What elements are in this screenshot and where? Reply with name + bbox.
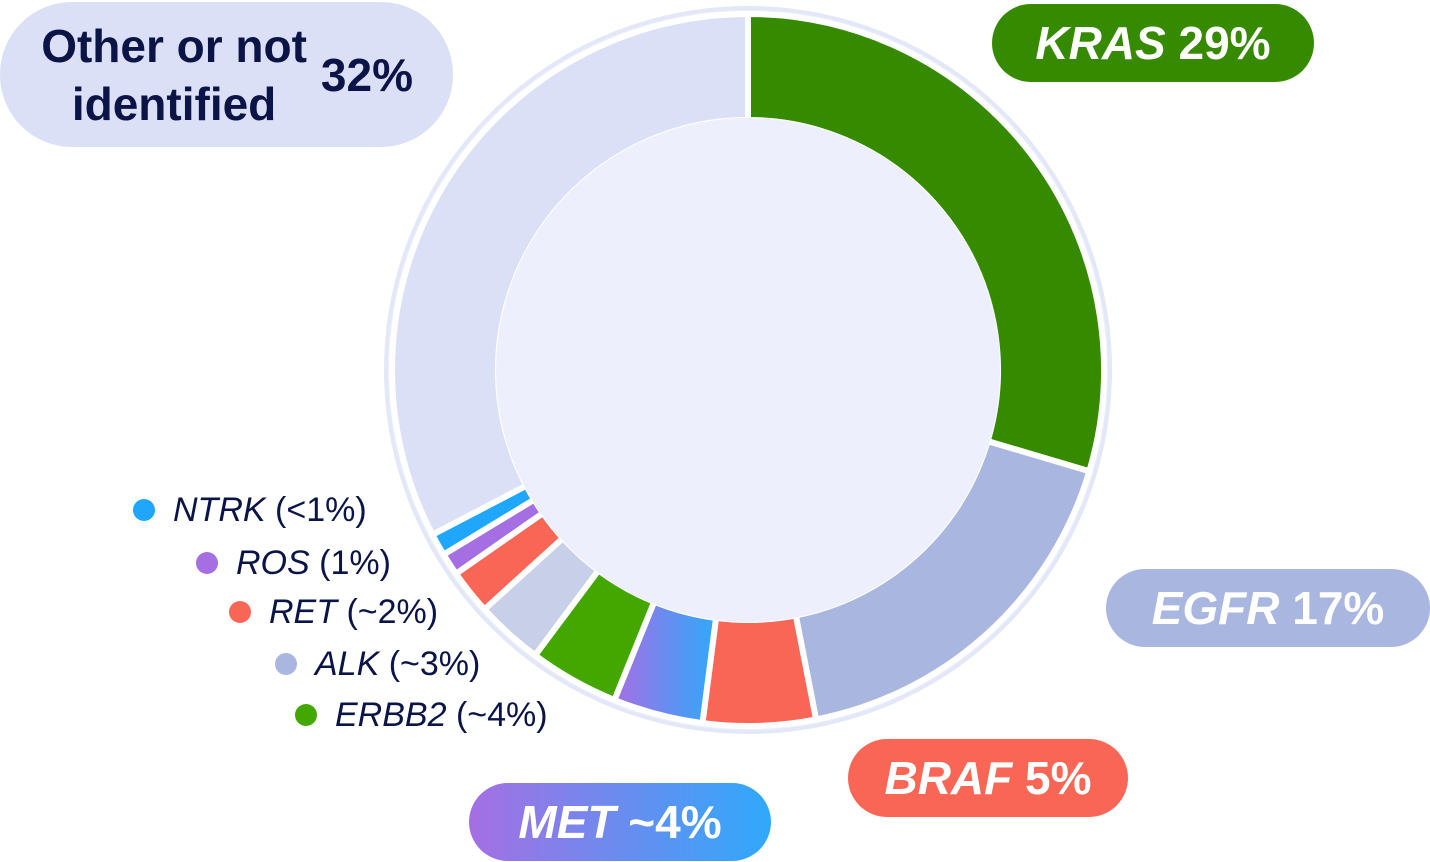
- callout-kras-value: 29%: [1178, 17, 1271, 69]
- callout-met-value: ~4%: [628, 796, 722, 848]
- legend-ret-value: (~2%): [346, 592, 439, 631]
- callout-other-value: 32%: [320, 48, 413, 101]
- callout-egfr: EGFR 17%: [1106, 569, 1430, 647]
- callout-met: MET ~4%: [469, 783, 771, 861]
- legend-dot-ros-icon: [196, 552, 218, 574]
- legend-dot-alk-icon: [275, 653, 297, 675]
- callout-kras: KRAS 29%: [992, 4, 1314, 82]
- callout-other-label: Other or not identified: [41, 19, 307, 130]
- legend-alk-label: ALK: [315, 644, 380, 683]
- legend-dot-ntrk-icon: [133, 499, 155, 521]
- callout-braf-value: 5%: [1025, 752, 1092, 804]
- callout-met-label: MET: [518, 796, 616, 848]
- callout-egfr-value: 17%: [1292, 582, 1385, 634]
- ring-center: [496, 118, 1000, 622]
- legend-item-ros: ROS (1%): [196, 543, 391, 583]
- legend-dot-ret-icon: [229, 601, 251, 623]
- legend-dot-erbb2-icon: [295, 704, 317, 726]
- legend-erbb2-value: (~4%): [455, 695, 548, 734]
- legend-ret-label: RET: [269, 592, 337, 631]
- legend-erbb2-label: ERBB2: [335, 695, 447, 734]
- legend-ros-value: (1%): [319, 543, 391, 582]
- legend-item-ret: RET (~2%): [229, 592, 438, 632]
- legend-item-erbb2: ERBB2 (~4%): [295, 695, 548, 735]
- legend-item-ntrk: NTRK (<1%): [133, 490, 367, 530]
- legend-ros-label: ROS: [236, 543, 310, 582]
- callout-braf-label: BRAF: [884, 752, 1013, 804]
- legend-item-alk: ALK (~3%): [275, 644, 480, 684]
- legend-ntrk-label: NTRK: [173, 490, 266, 529]
- callout-braf: BRAF 5%: [848, 739, 1128, 817]
- slices-group: [389, 11, 1107, 729]
- callout-kras-label: KRAS: [1035, 17, 1166, 69]
- slice-braf: [699, 612, 820, 729]
- legend-ntrk-value: (<1%): [275, 490, 367, 529]
- legend-alk-value: (~3%): [388, 644, 481, 683]
- callout-egfr-label: EGFR: [1151, 582, 1280, 634]
- callout-other: Other or not identified 32%: [0, 2, 453, 147]
